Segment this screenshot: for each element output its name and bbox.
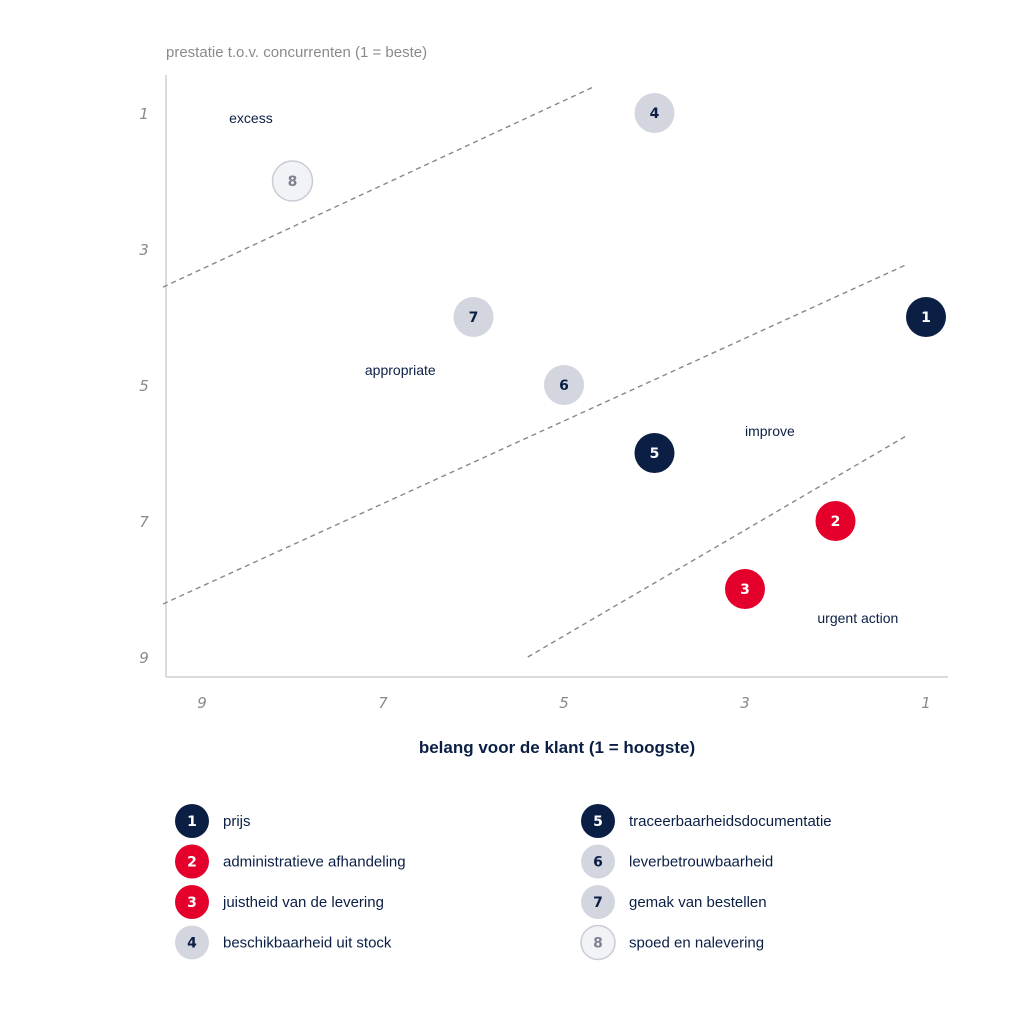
zone-boundary-line [527,435,907,658]
data-point-marker [815,501,856,541]
legend-marker [175,885,209,919]
legend-label: prijs [223,813,251,830]
data-point-marker [725,569,765,609]
legend-marker [175,844,209,879]
legend-item: 5 traceerbaarheidsdocumentatie [581,804,832,838]
legend: 1 prijs 2 administratieve afhandeling 3 juist… [175,804,832,961]
data-point-marker [453,297,494,337]
legend-number: 7 [593,895,603,911]
data-point: 4 [634,93,675,133]
zone-boundary-line [162,263,909,605]
legend-number: 8 [593,936,603,952]
legend-number: 5 [593,814,603,830]
data-point: 3 [725,569,765,609]
legend-marker [581,885,615,919]
data-point-marker [634,433,675,473]
data-point: 1 [906,297,946,337]
y-tick-label: 7 [139,513,149,531]
legend-label: administratieve afhandeling [223,854,406,871]
zone-label: improve [745,423,795,439]
data-point-label: 8 [288,174,298,190]
legend-label: beschikbaarheid uit stock [223,935,392,952]
data-point-marker [906,297,946,337]
legend-item: 2 administratieve afhandeling [175,844,406,879]
legend-number: 3 [187,895,197,911]
data-point-marker [634,93,675,133]
data-point-label: 2 [831,514,841,530]
data-point-label: 5 [650,446,660,462]
zone-boundary-line [162,86,594,288]
legend-marker [580,924,616,961]
data-point-label: 1 [921,310,931,326]
legend-number: 1 [187,814,197,830]
legend-label: traceerbaarheidsdocumentatie [629,813,832,830]
data-point: 2 [815,501,856,541]
y-tick-label: 1 [139,105,149,123]
data-point: 7 [453,297,494,337]
zone-label: urgent action [817,610,898,626]
data-point: 5 [634,433,675,473]
data-point-label: 6 [559,378,569,394]
legend-marker [175,925,209,960]
data-point-label: 4 [650,106,660,122]
legend-label: spoed en nalevering [629,935,764,952]
legend-label: juistheid van de levering [222,894,384,911]
axes [165,75,948,678]
y-tick-label: 5 [139,377,149,395]
legend-number: 4 [187,936,197,952]
legend-item: 8 spoed en nalevering [580,924,764,961]
legend-item: 1 prijs [175,804,251,838]
legend-item: 4 beschikbaarheid uit stock [175,925,392,960]
legend-item: 3 juistheid van de levering [175,885,384,919]
legend-number: 2 [187,855,197,871]
x-tick-label: 7 [378,694,388,712]
x-tick-label: 1 [921,694,931,712]
x-tick-label: 3 [740,694,750,712]
y-tick-label: 3 [139,241,149,259]
data-point: 6 [544,365,584,405]
legend-item: 7 gemak van bestellen [581,885,767,919]
data-points: 1 2 3 4 5 6 7 8 [271,93,946,609]
legend-marker [581,804,615,838]
data-point-marker [271,160,314,202]
data-point-marker [544,365,584,405]
zone-label: appropriate [365,362,436,378]
data-point: 8 [271,160,314,202]
zone-boundaries [162,86,909,658]
zone-label: excess [229,110,273,126]
data-point-label: 3 [740,582,750,598]
legend-marker [175,804,209,838]
x-axis-label: belang voor de klant (1 = hoogste) [419,738,695,757]
x-tick-label: 5 [559,694,569,712]
zone-labels: excess appropriate improve urgent action [229,110,898,626]
legend-number: 6 [593,855,603,871]
legend-label: gemak van bestellen [629,894,767,911]
legend-item: 6 leverbetrouwbaarheid [581,844,773,879]
legend-label: leverbetrouwbaarheid [629,854,773,871]
x-tick-label: 9 [197,694,207,712]
data-point-label: 7 [469,310,479,326]
y-axis-label: prestatie t.o.v. concurrenten (1 = beste… [166,44,427,61]
legend-marker [581,844,615,879]
tick-labels: 9 7 5 3 1 1 3 5 7 9 [139,105,931,712]
y-tick-label: 9 [139,649,149,667]
